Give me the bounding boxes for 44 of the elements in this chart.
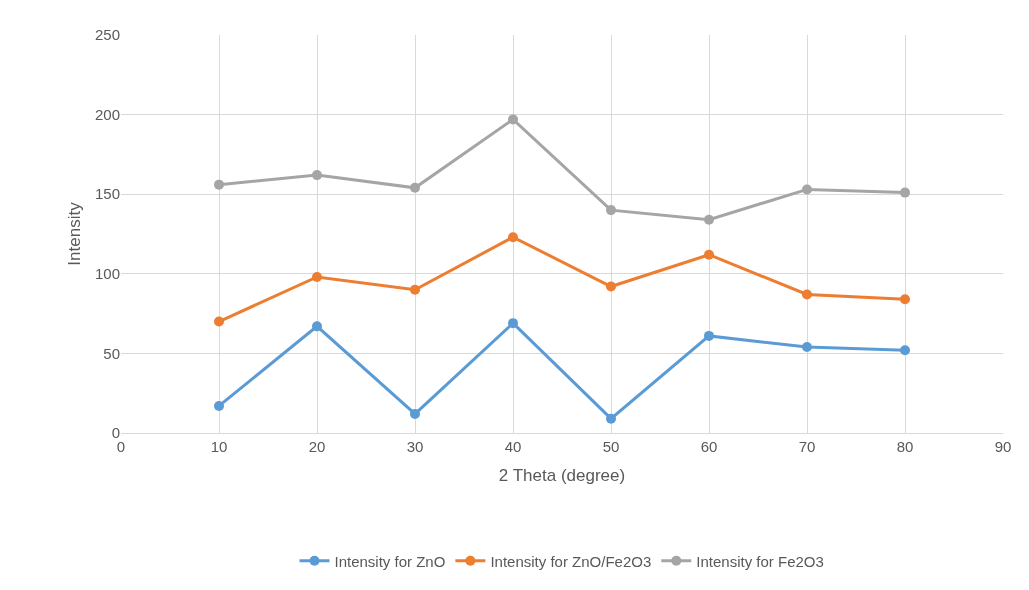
point [214,179,224,190]
point [704,214,714,225]
point [900,345,910,356]
x-tick-label: 80 [896,438,914,455]
legend-label: Intensity for Fe2O3 [696,552,824,570]
point [606,281,616,292]
x-tick-label: 90 [994,438,1012,455]
y-tick-label: 50 [103,344,120,362]
legend-label: Intensity for ZnO [334,552,446,570]
x-tick-label: 60 [700,438,718,455]
y-tick-label: 100 [94,265,120,283]
point [312,321,322,332]
y-axis-title: Intensity [64,201,84,266]
x-tick-label: 70 [798,438,816,455]
x-tick-label: 40 [504,438,522,455]
legend-label: Intensity for ZnO/Fe2O3 [490,552,652,570]
y-tick-label: 200 [94,105,120,123]
point [900,294,910,305]
point [214,400,224,411]
point [802,289,812,300]
point [900,187,910,198]
y-tick-label: 0 [111,424,120,442]
point [606,413,616,424]
y-tick-label: 250 [94,26,120,44]
point [508,232,518,243]
point [312,170,322,181]
x-tick-label: 20 [308,438,326,455]
point [214,316,224,327]
x-tick-label: 10 [210,438,228,455]
point [410,408,420,419]
point [312,271,322,282]
point [410,284,420,295]
y-tick-label: 150 [94,185,120,203]
point [508,318,518,329]
point [410,182,420,193]
point [508,114,518,125]
x-tick-label: 50 [602,438,620,455]
point [606,205,616,216]
x-axis-title: 2 Theta (degree) [498,466,626,486]
point [802,342,812,353]
point [802,184,812,195]
point [704,249,714,260]
x-tick-label: 30 [406,438,424,455]
point [704,330,714,341]
